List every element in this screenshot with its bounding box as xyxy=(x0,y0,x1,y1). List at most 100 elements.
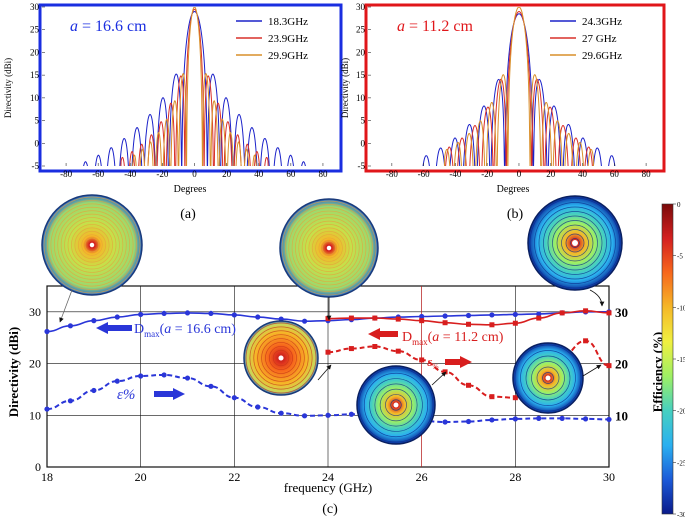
x-tick-label: -40 xyxy=(124,169,136,179)
panel-b-annotation-var: a xyxy=(397,18,405,35)
data-point xyxy=(348,315,354,321)
x-tick-label: 0 xyxy=(192,169,197,179)
panel-a: -80 -60 -40 -20 0 20 40 60 80 -5 0 5 10 15 20 25 30 Degr… xyxy=(3,2,343,222)
panel-b-frame xyxy=(364,3,666,173)
x-tick-label: 20 xyxy=(222,169,232,179)
y-tick-label: 25 xyxy=(356,25,366,35)
x-tick-label: 80 xyxy=(318,169,328,179)
data-point xyxy=(114,314,120,320)
series-line-18.3ghz xyxy=(83,10,306,166)
x-tick-label: 28 xyxy=(509,470,521,484)
aperture-field-maps xyxy=(41,194,623,445)
panel-b-ticks: -80 -60 -40 -20 0 20 40 60 80 -5 0 5 10 15 20 25 30 xyxy=(356,2,651,179)
data-point xyxy=(559,310,565,316)
data-point xyxy=(419,357,425,363)
data-point xyxy=(466,321,471,327)
data-point xyxy=(489,417,495,423)
label-eps-red: ε% xyxy=(427,354,472,371)
panel-c-y2label: Efficiency (%) xyxy=(650,332,665,413)
data-point xyxy=(67,323,74,329)
data-point xyxy=(489,394,495,400)
series-line-29.9ghz xyxy=(132,7,257,166)
data-point xyxy=(231,312,237,318)
x-tick-label: 60 xyxy=(610,169,620,179)
y-tick-label: 20 xyxy=(356,47,366,57)
legend-label: 29.9GHz xyxy=(268,50,308,62)
legend-label: 23.9GHz xyxy=(268,33,308,45)
y-tick-label: 10 xyxy=(356,93,366,103)
y-tick-label: 5 xyxy=(361,116,366,126)
x-tick-label: 60 xyxy=(286,169,296,179)
y-tick-label: 15 xyxy=(356,70,366,80)
data-point xyxy=(91,387,97,394)
colorbar-tick-label: -5 xyxy=(677,253,683,261)
x-tick-label: 40 xyxy=(254,169,264,179)
data-point xyxy=(395,348,401,354)
data-point xyxy=(301,318,308,324)
data-point xyxy=(301,413,308,419)
data-point xyxy=(489,322,495,328)
panel-a-ylabel: Directivity (dBi) xyxy=(3,58,13,118)
x-tick-label: 40 xyxy=(578,169,588,179)
x-tick-label: 26 xyxy=(416,470,428,484)
y-tick-label: 20 xyxy=(29,357,41,371)
field-map-disk-1 xyxy=(41,194,143,296)
data-point xyxy=(255,404,261,410)
x-tick-label: 20 xyxy=(546,169,556,179)
arrow-left-icon xyxy=(96,322,132,334)
data-point xyxy=(442,320,448,326)
panel-a-annotation: a = 16.6 cm xyxy=(70,18,147,35)
data-point xyxy=(372,315,378,321)
data-point xyxy=(583,338,589,344)
data-point xyxy=(348,346,354,352)
colorbar-tick-label: -10 xyxy=(677,304,685,312)
colorbar-tick-label: -20 xyxy=(677,408,685,416)
label-dmax-blue: Dmax(a = 16.6 cm) xyxy=(96,322,236,339)
y-tick-label: 0 xyxy=(35,460,41,474)
data-point xyxy=(442,313,448,319)
panel-a-plot xyxy=(83,7,306,166)
data-point xyxy=(395,316,401,322)
panel-b: -80 -60 -40 -20 0 20 40 60 80 -5 0 5 10 15 20 25 30 Degr… xyxy=(340,2,666,222)
data-point xyxy=(161,372,167,378)
pointer-arrows xyxy=(59,289,605,386)
label-dmax-red-text: Dmax(a = 11.2 cm) xyxy=(402,330,504,347)
panel-c-label: (c) xyxy=(322,502,338,517)
data-point xyxy=(466,382,471,388)
x-tick-label: 20 xyxy=(135,470,147,484)
y-tick-label: 10 xyxy=(29,408,41,422)
x-tick-label: -40 xyxy=(449,169,461,179)
data-point xyxy=(44,328,50,335)
x-tick-label: -20 xyxy=(156,169,168,179)
data-point xyxy=(419,318,425,324)
legend-label: 18.3GHz xyxy=(268,16,308,28)
panel-a-legend: 18.3GHz 23.9GHz 29.9GHz xyxy=(236,16,308,62)
field-map-disk-5 xyxy=(356,365,436,445)
series-line-29.6ghz xyxy=(444,7,594,166)
x-tick-label: 22 xyxy=(228,470,240,484)
data-point xyxy=(583,308,589,314)
colorbar-gradient xyxy=(661,203,674,515)
panel-a-ticks: -80 -60 -40 -20 0 20 40 60 80 -5 0 5 10 15 20 25 30 xyxy=(30,2,328,179)
y-tick-label: 10 xyxy=(30,93,40,103)
data-point xyxy=(91,318,97,324)
panel-a-annotation-var: a xyxy=(70,18,78,35)
data-point xyxy=(512,311,518,318)
data-point xyxy=(536,315,542,321)
data-point xyxy=(442,369,448,375)
data-point xyxy=(442,419,448,425)
field-map-disk-4 xyxy=(243,320,319,396)
data-point xyxy=(419,313,425,320)
colorbar-tick-label: -15 xyxy=(677,356,685,364)
colorbar-tick-label: -25 xyxy=(677,459,685,467)
y-tick-label: 30 xyxy=(30,2,40,12)
panel-b-ylabel: Directivity (dBi) xyxy=(340,58,350,118)
data-point xyxy=(536,311,542,317)
x-tick-label: 18 xyxy=(41,470,53,484)
colorbar-tick-label: 0 xyxy=(677,201,681,209)
y-tick-label: 25 xyxy=(30,25,40,35)
x-tick-label: -60 xyxy=(418,169,430,179)
panel-b-xlabel: Degrees xyxy=(497,184,530,195)
data-point xyxy=(208,383,214,389)
label-eps-red-text: ε% xyxy=(427,354,439,371)
